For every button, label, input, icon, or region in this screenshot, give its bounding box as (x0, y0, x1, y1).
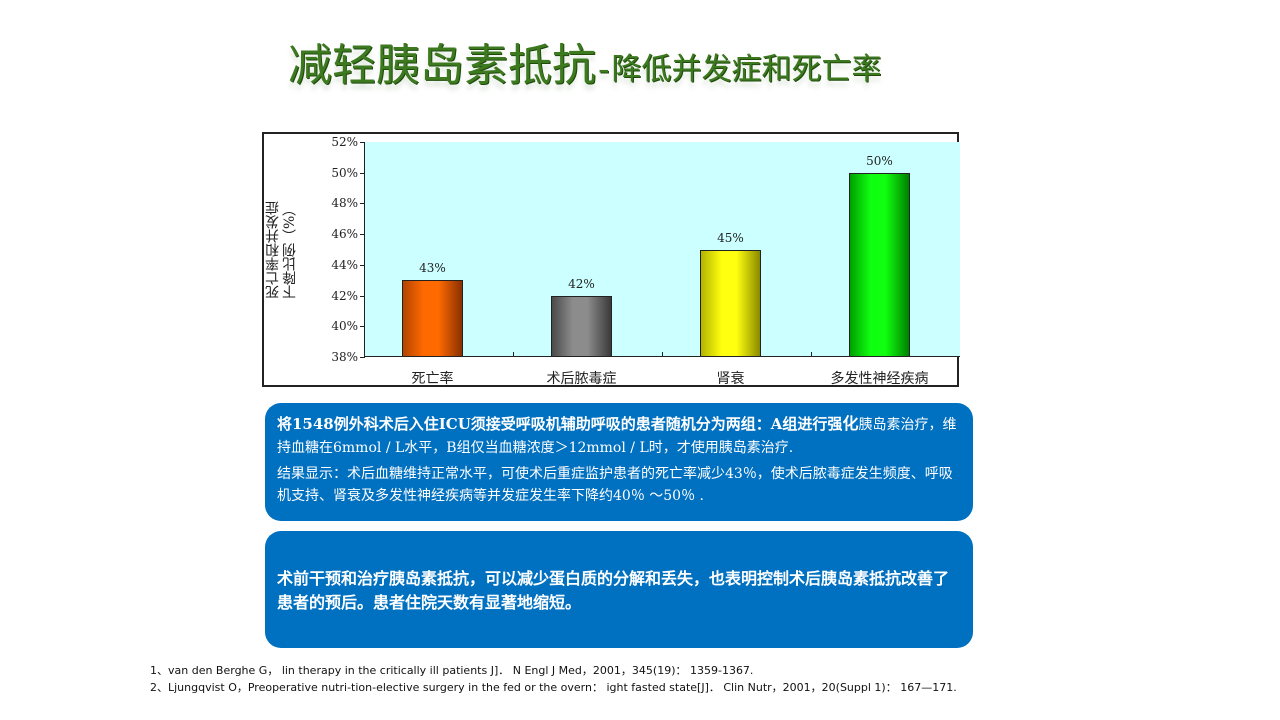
y-tick-label: 48% (331, 196, 358, 211)
reference-1: 1、van den Berghe G， lin therapy in the c… (150, 664, 754, 677)
y-axis-label-line2: 下降比例（%） (282, 201, 298, 299)
reference-2: 2、Ljungqvist O，Preoperative nutri-tion-e… (150, 681, 957, 694)
study-result: 结果显示：术后血糖维持正常水平，可使术后重症监护患者的死亡率减少43％，使术后脓… (277, 466, 953, 504)
y-tick (360, 295, 365, 297)
conclusion-box: 术前干预和治疗胰岛素抵抗，可以减少蛋白质的分解和丢失，也表明控制术后胰岛素抵抗改… (265, 531, 973, 648)
references: 1、van den Berghe G， lin therapy in the c… (150, 662, 1050, 696)
title-dash: - (598, 50, 610, 88)
y-tick (360, 264, 365, 266)
y-tick (360, 203, 365, 205)
x-tick (662, 352, 663, 357)
study-description: 将1548例外科术后入住ICU须接受呼吸机辅助呼吸的患者随机分为两组：A组进行强… (277, 413, 961, 459)
x-tick (513, 352, 514, 357)
bar-value-label: 42% (568, 276, 595, 291)
bar-2 (551, 295, 612, 357)
study-description-line2: 胰岛素治疗，维持血糖在6mmol / L水平，B组仅当血糖浓度＞12mmol /… (277, 417, 957, 456)
bar-value-label: 45% (717, 230, 744, 245)
y-tick (360, 142, 365, 143)
y-tick-label: 42% (331, 288, 358, 303)
y-tick (360, 234, 365, 236)
y-tick (360, 172, 365, 174)
y-tick-label: 40% (331, 319, 358, 334)
y-axis-label-line1: 死亡率和并发症 (265, 201, 281, 299)
y-tick-label: 46% (331, 227, 358, 242)
y-tick-label: 44% (331, 257, 358, 272)
bar-value-label: 43% (419, 261, 446, 276)
study-summary-box: 将1548例外科术后入住ICU须接受呼吸机辅助呼吸的患者随机分为两组：A组进行强… (265, 403, 973, 521)
slide-title: 减轻胰岛素抵抗 - 降低并发症和死亡率 (288, 32, 882, 92)
y-tick-label: 52% (331, 135, 358, 149)
y-tick (360, 357, 365, 358)
x-category-label: 肾衰 (716, 371, 745, 387)
x-category-label: 多发性神经疾病 (830, 371, 929, 387)
y-tick-label: 38% (331, 350, 358, 364)
bar-value-label: 50% (866, 153, 893, 168)
y-tick-label: 50% (331, 165, 358, 180)
x-category-label: 术后脓毒症 (546, 371, 617, 387)
bar-4 (849, 172, 910, 357)
title-main: 减轻胰岛素抵抗 (288, 40, 596, 91)
x-tick (811, 352, 812, 357)
title-subtitle: 降低并发症和死亡率 (611, 52, 882, 87)
x-category-label: 死亡率 (411, 371, 454, 387)
conclusion-text: 术前干预和治疗胰岛素抵抗，可以减少蛋白质的分解和丢失，也表明控制术后胰岛素抵抗改… (277, 569, 950, 612)
y-axis-label: 死亡率和并发症 下降比例（%） (265, 190, 315, 310)
study-description-line1: 将1548例外科术后入住ICU须接受呼吸机辅助呼吸的患者随机分为两组：A组进行强 (277, 415, 843, 433)
y-tick (360, 326, 365, 328)
study-description-emph: 化 (842, 414, 859, 433)
bar-3 (700, 249, 761, 357)
bar-1 (402, 280, 463, 357)
